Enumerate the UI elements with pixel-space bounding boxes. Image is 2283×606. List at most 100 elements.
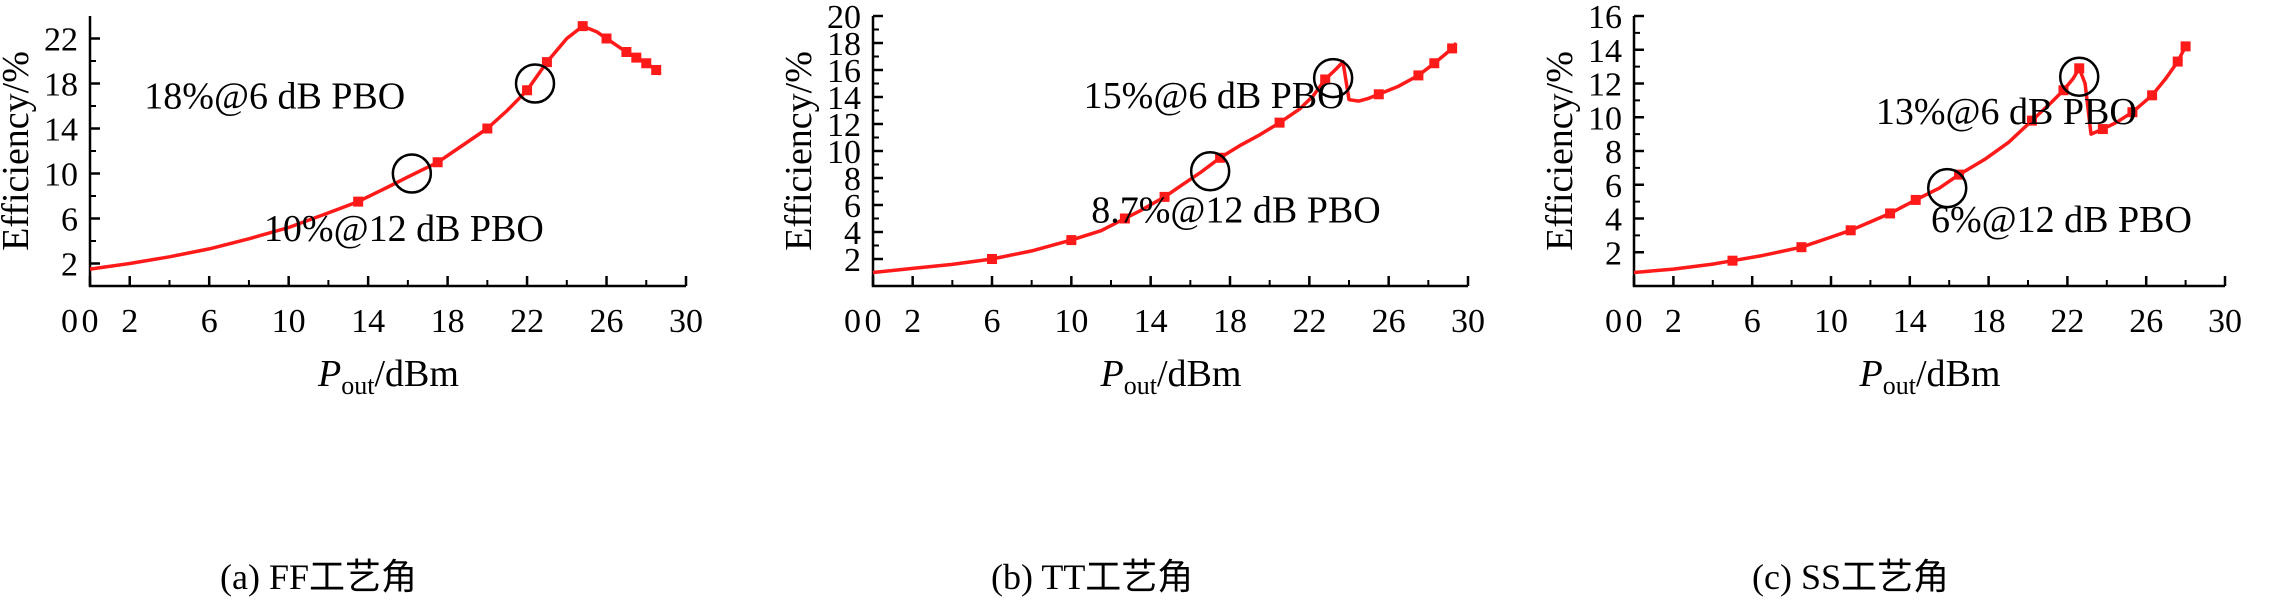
x-tick-label-ss: 0: [1626, 303, 1643, 340]
x-axis-title-sub-ss: out: [1883, 371, 1917, 400]
x-axis-title-sub-tt: out: [1124, 371, 1158, 400]
x-axis-title-unit-tt: /dBm: [1157, 353, 1241, 395]
x-tick-label-ss: 14: [1893, 303, 1927, 340]
x-tick-label-ff: 2: [121, 303, 138, 340]
y-tick-label-ss: 12: [1588, 67, 1622, 104]
annotation-label-ff: 10%@12 dB PBO: [264, 208, 544, 250]
data-point-marker-ff: [353, 196, 364, 207]
y-axis-title-tt: Efficiency/%: [778, 51, 820, 251]
x-axis-title-main-ss: P: [1859, 353, 1883, 395]
data-point-marker-tt: [1373, 89, 1384, 100]
x-tick-label-tt: 26: [1372, 303, 1406, 340]
x-tick-label-ff: 22: [510, 303, 544, 340]
chart-caption-tt: (b) TT工艺角: [991, 557, 1194, 597]
y-tick-label-tt: 4: [844, 215, 861, 252]
annotation-label-ss: 13%@6 dB PBO: [1876, 91, 2137, 133]
data-point-marker-ss: [1727, 255, 1738, 266]
data-point-marker-tt: [1447, 43, 1458, 54]
x-tick-label-ss: 6: [1744, 303, 1761, 340]
annotation-circle-ss: [2058, 56, 2100, 97]
y-tick-label-tt: 16: [827, 53, 861, 90]
origin-label-tt: 0: [844, 303, 861, 340]
data-point-marker-ss: [1910, 194, 1921, 205]
annotation-label-ff: 18%@6 dB PBO: [144, 75, 405, 117]
x-axis-title-unit-ss: /dBm: [1916, 353, 2000, 395]
data-point-marker-ss: [2147, 90, 2158, 101]
x-tick-label-ff: 18: [431, 303, 465, 340]
x-tick-label-ff: 30: [669, 303, 703, 340]
x-axis-title-main-tt: P: [1100, 353, 1124, 395]
y-tick-label-tt: 12: [827, 107, 861, 144]
x-tick-label-tt: 0: [865, 303, 882, 340]
x-tick-label-ff: 6: [201, 303, 218, 340]
data-point-marker-tt: [1159, 191, 1170, 202]
data-point-marker-ss: [1885, 208, 1896, 219]
chart-panel-ss: 0 2 6 10 14 18 22 26 30 2 4 6 8 10 12 14 16 0 Efficiency/%…: [1522, 0, 2283, 606]
y-tick-label-ff: 14: [44, 112, 78, 149]
y-tick-label-ff: 18: [44, 67, 78, 104]
y-tick-label-tt: 8: [844, 161, 861, 198]
chart-svg-ss: 0 2 6 10 14 18 22 26 302468101214160Efficiency/%…: [1539, 0, 2242, 400]
y-tick-label-tt: 14: [827, 80, 861, 117]
origin-label-ff: 0: [61, 303, 78, 340]
data-point-marker-ff: [641, 58, 652, 69]
y-tick-label-ss: 10: [1588, 100, 1622, 137]
y-axis-title-ff: Efficiency/%: [0, 51, 37, 251]
y-tick-label-ss: 4: [1605, 202, 1622, 239]
data-point-marker-ff: [621, 47, 632, 57]
data-point-marker-tt: [1119, 213, 1130, 224]
x-tick-label-ss: 30: [2208, 303, 2242, 340]
chart-caption-ss: (c) SS工艺角: [1752, 557, 1949, 597]
y-tick-label-ff: 6: [61, 202, 78, 239]
chart-svg-ff: 0 2 6 10 14 18 22 26 3026101418220Efficiency/%Po…: [0, 16, 703, 400]
x-axis-title-ss: Pout/dBm: [1859, 353, 2001, 400]
annotation-label-tt: 15%@6 dB PBO: [1084, 75, 1345, 117]
annotation-circle-ff: [391, 153, 433, 194]
origin-label-ss: 0: [1605, 303, 1622, 340]
y-tick-label-ff: 22: [44, 22, 78, 59]
y-tick-label-ss: 2: [1605, 235, 1622, 272]
annotation-circle-tt: [1312, 57, 1354, 99]
data-point-marker-ff: [482, 123, 493, 134]
y-tick-label-ff: 10: [44, 157, 78, 194]
data-point-marker-ff: [631, 52, 642, 63]
x-tick-label-tt: 10: [1054, 303, 1088, 340]
x-tick-label-ff: 0: [82, 303, 99, 340]
data-point-marker-ss: [2097, 124, 2108, 135]
x-axis-title-main-ff: P: [317, 353, 341, 395]
y-tick-label-tt: 18: [827, 26, 861, 63]
data-point-marker-tt: [1429, 58, 1440, 69]
x-axis-title-ff: Pout/dBm: [317, 353, 459, 400]
annotation-circle-ss: [1926, 167, 1968, 209]
chart-svg-tt: 0 2 6 10 14 18 22 26 3024681012141618200Efficien…: [778, 0, 1485, 400]
y-tick-label-tt: 20: [827, 0, 861, 36]
x-tick-label-tt: 22: [1292, 303, 1326, 340]
y-tick-label-ss: 14: [1588, 33, 1622, 70]
x-tick-label-tt: 18: [1213, 303, 1247, 340]
x-tick-label-ff: 10: [272, 303, 306, 340]
x-tick-label-ss: 2: [1665, 303, 1682, 340]
y-tick-label-ss: 16: [1588, 0, 1622, 36]
axis-lines-ss: [1632, 16, 2225, 288]
x-tick-label-ff: 14: [351, 303, 385, 340]
data-point-marker-ss: [1845, 225, 1856, 236]
data-point-marker-ff: [522, 85, 533, 96]
x-tick-label-tt: 14: [1134, 303, 1168, 340]
y-tick-label-ss: 8: [1605, 134, 1622, 171]
x-axis-title-unit-ff: /dBm: [374, 353, 458, 395]
y-tick-label-tt: 2: [844, 242, 861, 279]
data-point-marker-tt: [1320, 74, 1331, 85]
axis-lines-tt: [871, 16, 1468, 288]
y-tick-label-tt: 6: [844, 188, 861, 225]
x-tick-label-ss: 10: [1814, 303, 1848, 340]
data-point-marker-ss: [2127, 107, 2138, 118]
x-tick-label-ff: 26: [590, 303, 624, 340]
data-point-marker-ff: [601, 33, 612, 44]
annotation-label-ss: 6%@12 dB PBO: [1931, 199, 2192, 241]
chart-panel-tt: 0 2 6 10 14 18 22 26 30 2 4 6 8 10 12 14 16 18 20 0 Efficien…: [761, 0, 1522, 606]
data-point-marker-tt: [1413, 70, 1424, 81]
y-axis-title-ss: Efficiency/%: [1539, 51, 1581, 251]
y-tick-label-ss: 6: [1605, 168, 1622, 205]
x-tick-label-tt: 30: [1451, 303, 1485, 340]
